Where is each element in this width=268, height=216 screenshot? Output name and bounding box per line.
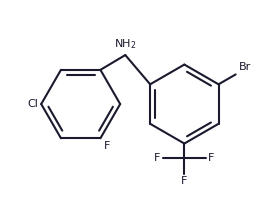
Text: Br: Br — [239, 62, 251, 72]
Text: F: F — [208, 153, 214, 163]
Text: NH$_2$: NH$_2$ — [114, 37, 137, 51]
Text: F: F — [154, 153, 161, 163]
Text: Cl: Cl — [27, 99, 38, 109]
Text: F: F — [181, 176, 188, 186]
Text: F: F — [103, 141, 110, 151]
